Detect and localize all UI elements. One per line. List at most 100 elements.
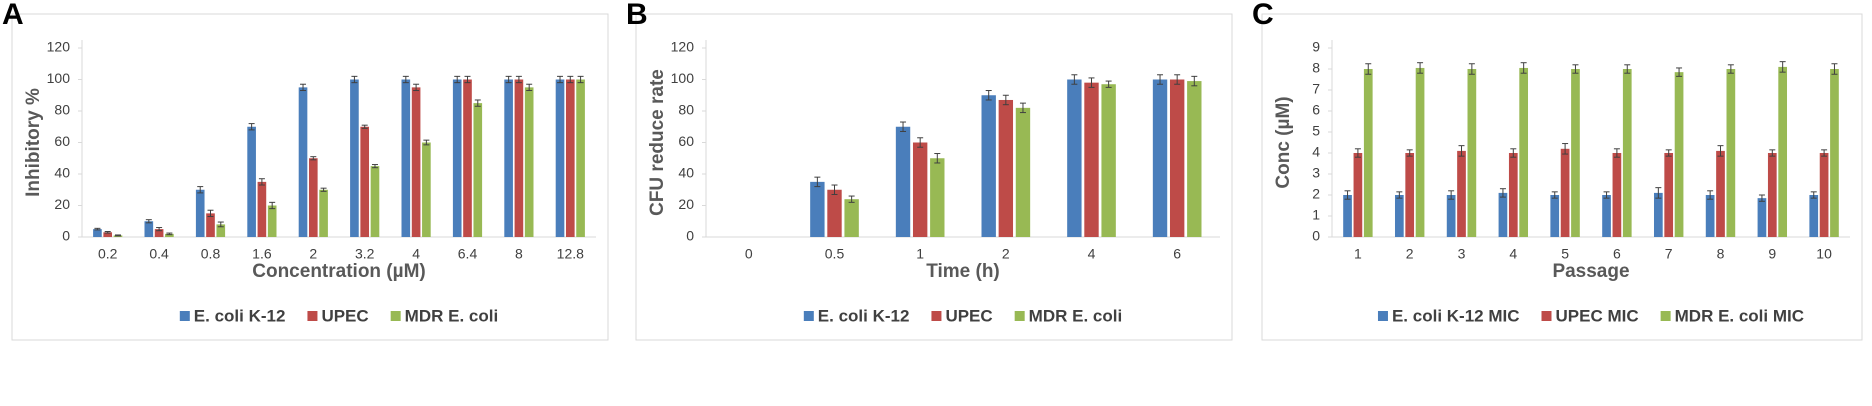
bar bbox=[1363, 69, 1373, 237]
bar bbox=[1508, 153, 1518, 237]
x-tick-label: 8 bbox=[515, 246, 523, 262]
error-bar bbox=[1344, 190, 1351, 200]
bar bbox=[1343, 195, 1352, 237]
y-tick-label: 40 bbox=[678, 165, 694, 181]
bar bbox=[411, 87, 421, 237]
x-tick-label: 1.6 bbox=[252, 246, 272, 262]
x-tick-label: 1 bbox=[1354, 246, 1362, 262]
legend-label: MDR E. coli bbox=[1029, 306, 1123, 325]
bar bbox=[565, 79, 575, 237]
bar bbox=[930, 158, 945, 237]
bar bbox=[1353, 153, 1363, 237]
bar bbox=[319, 189, 328, 237]
x-tick-label: 0.4 bbox=[149, 246, 169, 262]
x-tick-label: 6 bbox=[1613, 246, 1621, 262]
error-bar bbox=[1510, 148, 1517, 158]
bar bbox=[308, 158, 318, 237]
x-tick-label: 3.2 bbox=[355, 246, 375, 262]
error-bar bbox=[197, 186, 204, 194]
y-tick-label: 0 bbox=[686, 228, 694, 244]
bar bbox=[401, 79, 411, 237]
bar bbox=[216, 224, 226, 237]
error-bar bbox=[1624, 64, 1631, 74]
legend-swatch bbox=[803, 311, 814, 321]
legend-label: UPEC bbox=[945, 306, 992, 325]
y-tick-label: 20 bbox=[54, 196, 70, 212]
bar bbox=[1830, 69, 1839, 237]
bar bbox=[1394, 195, 1404, 237]
bar bbox=[298, 87, 308, 237]
legend-swatch bbox=[1014, 311, 1025, 321]
legend-swatch bbox=[179, 311, 190, 321]
panel-frame bbox=[11, 13, 609, 341]
error-bar bbox=[1406, 149, 1413, 157]
bar bbox=[1015, 107, 1031, 237]
x-tick-label: 4 bbox=[1088, 246, 1096, 262]
bar bbox=[1560, 148, 1570, 237]
bar bbox=[1101, 84, 1116, 237]
y-tick-label: 40 bbox=[54, 165, 70, 181]
bar bbox=[1467, 69, 1477, 237]
legend-label: UPEC bbox=[321, 306, 368, 325]
error-bar bbox=[1707, 190, 1714, 200]
bar bbox=[1716, 150, 1725, 237]
x-tick-label: 0 bbox=[745, 246, 753, 262]
error-bar bbox=[217, 221, 224, 228]
x-tick-label: 6 bbox=[1173, 246, 1181, 262]
error-bar bbox=[900, 121, 907, 132]
error-bar bbox=[402, 75, 409, 84]
error-bar bbox=[361, 124, 368, 129]
y-tick-label: 80 bbox=[54, 102, 70, 118]
x-tick-label: 7 bbox=[1665, 246, 1673, 262]
bar bbox=[1622, 69, 1632, 237]
bar bbox=[1653, 192, 1663, 237]
x-tick-label: 3 bbox=[1458, 246, 1466, 262]
bar bbox=[452, 79, 462, 237]
error-bar bbox=[1717, 145, 1724, 157]
error-bar bbox=[917, 137, 924, 148]
legend-swatch bbox=[931, 311, 942, 321]
y-axis-title: CFU reduce rate bbox=[647, 69, 668, 216]
bar bbox=[144, 221, 154, 237]
y-tick-label: 8 bbox=[1312, 60, 1320, 76]
legend-label: E. coli K-12 bbox=[818, 306, 910, 325]
bar bbox=[267, 205, 277, 237]
bar bbox=[504, 79, 513, 237]
bar bbox=[1819, 153, 1829, 237]
x-axis-title: Concentration (µM) bbox=[252, 261, 426, 282]
error-bar bbox=[1655, 187, 1662, 199]
y-tick-label: 6 bbox=[1312, 102, 1320, 118]
bar bbox=[103, 232, 113, 237]
error-bar bbox=[94, 227, 101, 231]
error-bar bbox=[1665, 149, 1672, 157]
bar bbox=[195, 189, 205, 237]
legend: E. coli K-12 UPEC MDR E. coli bbox=[179, 306, 498, 325]
error-bar bbox=[831, 184, 838, 195]
bar bbox=[350, 79, 359, 237]
error-bar bbox=[577, 75, 584, 84]
bar bbox=[1446, 195, 1456, 237]
bar bbox=[524, 87, 534, 237]
x-tick-label: 4 bbox=[412, 246, 420, 262]
error-bar bbox=[1191, 75, 1198, 87]
legend-label: E. coli K-12 MIC bbox=[1392, 306, 1520, 325]
bar bbox=[473, 103, 483, 237]
x-tick-label: 0.8 bbox=[201, 246, 221, 262]
error-bar bbox=[1779, 61, 1786, 73]
panel-frame bbox=[1261, 13, 1863, 341]
y-axis-title: Conc (µM) bbox=[1273, 96, 1294, 188]
legend-swatch bbox=[1377, 311, 1388, 321]
x-axis-title: Time (h) bbox=[926, 261, 1000, 282]
bar bbox=[895, 126, 911, 237]
error-bar bbox=[145, 219, 152, 224]
bar bbox=[206, 213, 215, 237]
bar bbox=[1571, 69, 1580, 237]
panel-label: B bbox=[626, 0, 648, 31]
y-tick-label: 3 bbox=[1312, 165, 1320, 181]
error-bar bbox=[1572, 64, 1579, 74]
error-bar bbox=[310, 156, 317, 161]
x-tick-label: 2 bbox=[1002, 246, 1010, 262]
bar bbox=[1705, 195, 1715, 237]
error-bar bbox=[526, 83, 533, 92]
bar bbox=[981, 95, 996, 237]
